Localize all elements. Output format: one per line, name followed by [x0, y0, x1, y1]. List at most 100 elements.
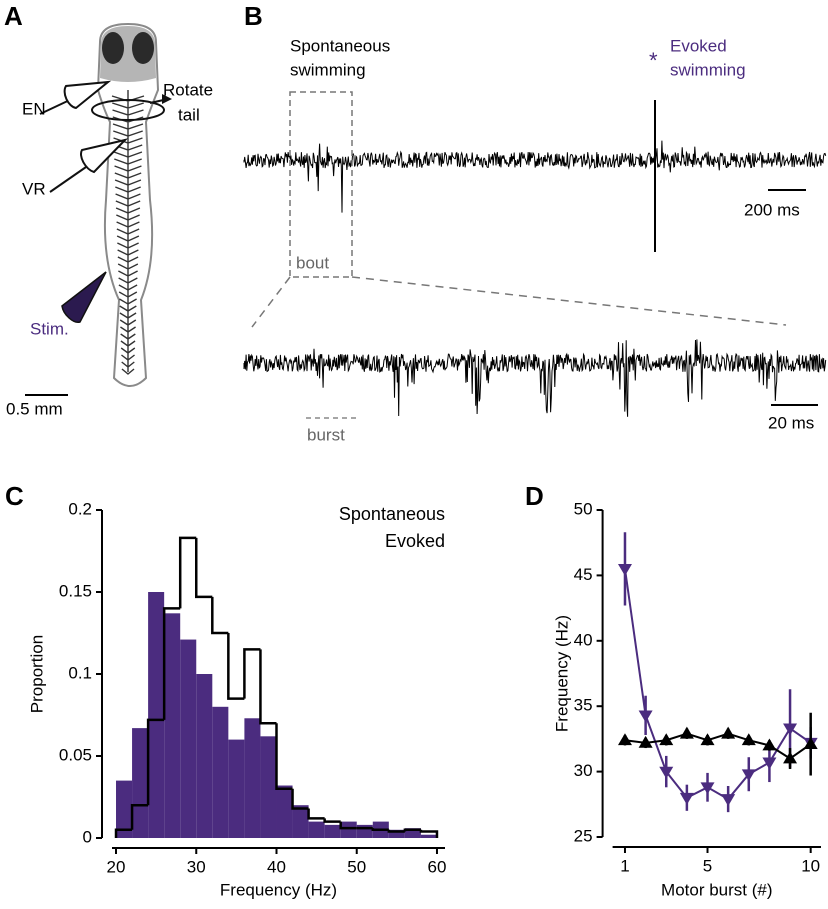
y-tick-label: 50	[574, 499, 593, 518]
step	[178, 536, 197, 609]
marker	[700, 782, 715, 795]
bar	[388, 829, 405, 838]
marker	[721, 726, 736, 739]
annotation: Spontaneous	[290, 36, 390, 55]
step	[403, 828, 421, 832]
marker	[741, 769, 756, 782]
x-axis-label: Frequency (Hz)	[220, 880, 337, 899]
marker	[762, 757, 777, 770]
bar	[244, 718, 261, 838]
scale-label: 20 ms	[768, 413, 814, 432]
bar	[308, 821, 325, 838]
step	[114, 828, 133, 838]
bar	[116, 780, 133, 838]
stim-marker: *	[649, 48, 658, 73]
x-tick-label: 1	[620, 856, 629, 875]
bar	[260, 736, 277, 838]
x-tick-label: 30	[187, 857, 206, 876]
y-axis-label: Proportion	[27, 635, 46, 713]
scale-label: 0.5 mm	[6, 399, 63, 418]
step	[339, 821, 357, 830]
y-tick-label: 0.2	[68, 499, 92, 518]
x-tick-label: 50	[347, 857, 366, 876]
step	[307, 808, 325, 820]
scale-label: 200 ms	[744, 200, 800, 219]
y-tick-label: 0.05	[59, 745, 92, 764]
marker	[638, 735, 653, 748]
bar	[228, 739, 245, 838]
bar	[404, 828, 421, 838]
panel-label: D	[525, 481, 544, 511]
annotation: bout	[296, 253, 329, 272]
y-tick-label: 30	[574, 761, 593, 780]
annotation: Evoked	[670, 36, 727, 55]
marker	[741, 733, 756, 746]
x-tick-label: 5	[703, 856, 712, 875]
x-tick-label: 40	[267, 857, 286, 876]
marker	[721, 794, 736, 807]
marker	[659, 766, 674, 779]
marker	[783, 723, 798, 736]
step	[275, 723, 293, 791]
step	[371, 828, 389, 832]
x-axis-label: Motor burst (#)	[661, 880, 772, 899]
step	[130, 803, 149, 830]
step	[227, 633, 245, 700]
y-tick-label: 40	[574, 630, 593, 649]
x-tick-label: 60	[428, 857, 447, 876]
marker	[700, 733, 715, 746]
step	[243, 648, 261, 699]
y-tick-label: 0	[83, 827, 92, 846]
y-tick-label: 0.1	[68, 663, 92, 682]
step	[387, 829, 405, 833]
panel-label: A	[4, 1, 23, 31]
y-tick-label: 25	[574, 826, 593, 845]
bar	[292, 805, 309, 838]
y-tick-label: 0.15	[59, 581, 92, 600]
annotation: tail	[178, 105, 200, 124]
marker	[659, 733, 674, 746]
marker	[783, 751, 798, 764]
y-tick-label: 35	[574, 696, 593, 715]
marker	[617, 563, 632, 576]
step	[419, 829, 439, 838]
marker	[638, 710, 653, 723]
series-line	[623, 568, 812, 801]
y-axis-label: Frequency (Hz)	[552, 615, 571, 732]
annotation: Rotate	[163, 80, 213, 99]
bar	[324, 824, 341, 838]
y-tick-label: 45	[574, 565, 593, 584]
step	[323, 818, 341, 823]
bar	[164, 613, 181, 838]
marker	[762, 738, 777, 751]
bar	[132, 728, 149, 838]
step	[211, 596, 229, 635]
bar	[196, 674, 213, 838]
fish-diagram	[25, 22, 172, 396]
x-tick-label: 10	[801, 856, 820, 875]
annotation: Stim.	[30, 319, 69, 338]
bar	[356, 824, 373, 838]
annotation: swimming	[290, 60, 366, 79]
panel-label: B	[244, 1, 263, 31]
marker	[679, 726, 694, 739]
marker	[803, 737, 818, 750]
series-line	[624, 732, 812, 760]
step	[195, 537, 213, 599]
electrode-label: EN	[22, 99, 46, 118]
bar	[276, 785, 293, 838]
step	[162, 607, 181, 720]
step	[291, 788, 309, 810]
annotation: burst	[307, 425, 345, 444]
step	[146, 718, 165, 806]
bar	[148, 592, 165, 838]
step	[259, 649, 277, 725]
bar	[420, 834, 437, 838]
marker	[617, 733, 632, 746]
electrode-label: VR	[22, 179, 46, 198]
x-tick-label: 20	[107, 857, 126, 876]
panel-label: C	[5, 481, 24, 511]
bar	[212, 706, 229, 838]
bar	[340, 821, 357, 838]
